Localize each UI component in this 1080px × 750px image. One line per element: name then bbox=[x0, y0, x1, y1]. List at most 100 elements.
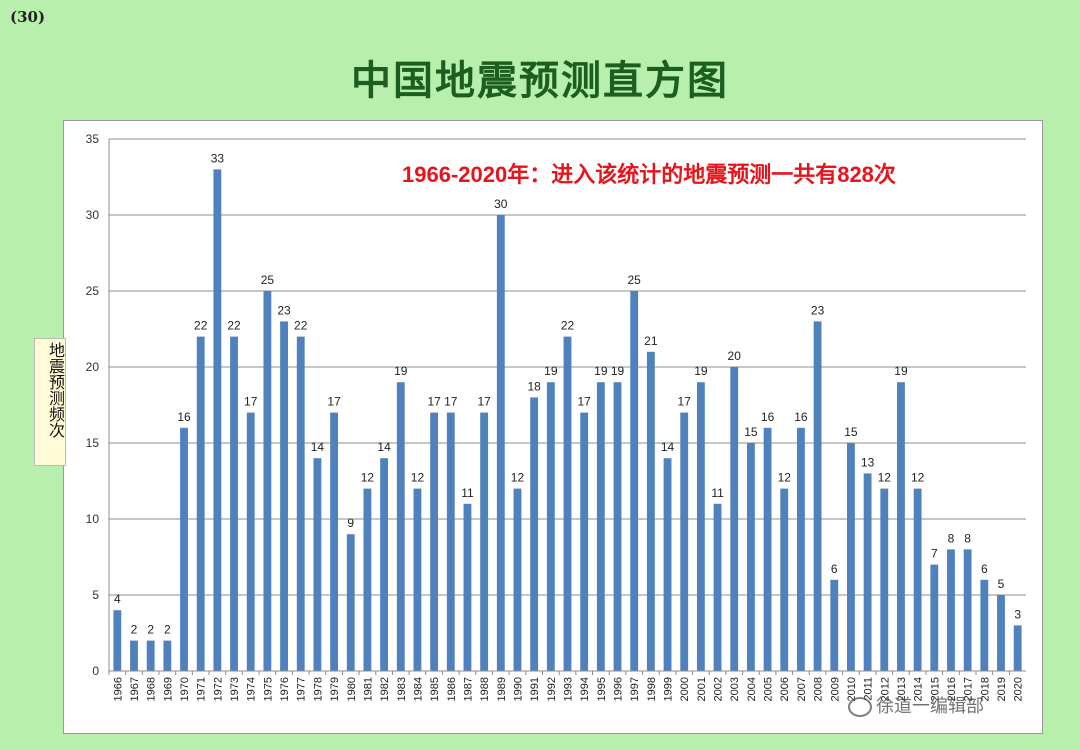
bar bbox=[196, 336, 205, 671]
data-label: 9 bbox=[347, 516, 354, 530]
bar bbox=[630, 291, 639, 671]
bar bbox=[146, 640, 155, 671]
x-tick-label: 1979 bbox=[329, 677, 341, 701]
bar bbox=[446, 412, 455, 671]
data-label: 22 bbox=[561, 319, 575, 333]
data-label: 4 bbox=[114, 592, 121, 606]
data-label: 17 bbox=[477, 395, 491, 409]
data-label: 12 bbox=[911, 471, 925, 485]
bar bbox=[880, 488, 889, 671]
x-tick-label: 2011 bbox=[863, 677, 875, 701]
data-label: 17 bbox=[327, 395, 341, 409]
bar bbox=[413, 488, 422, 671]
x-tick-label: 1980 bbox=[346, 677, 358, 701]
x-tick-label: 1968 bbox=[146, 677, 158, 701]
bar bbox=[980, 579, 989, 671]
y-tick-label: 30 bbox=[86, 208, 100, 222]
data-label: 7 bbox=[931, 547, 938, 561]
bar bbox=[813, 321, 822, 671]
y-tick-label: 0 bbox=[92, 664, 99, 678]
data-label: 12 bbox=[361, 471, 375, 485]
x-tick-label: 2014 bbox=[913, 677, 925, 701]
x-tick-label: 1972 bbox=[212, 677, 224, 701]
x-tick-label: 1975 bbox=[262, 677, 274, 701]
x-tick-label: 2008 bbox=[813, 677, 825, 701]
data-label: 17 bbox=[577, 395, 591, 409]
x-tick-label: 1984 bbox=[412, 677, 424, 701]
bar bbox=[463, 503, 472, 671]
bar bbox=[680, 412, 689, 671]
bar bbox=[380, 458, 389, 671]
x-tick-label: 1994 bbox=[579, 677, 591, 701]
data-label: 11 bbox=[461, 486, 474, 500]
bar bbox=[130, 640, 138, 671]
x-tick-label: 1982 bbox=[379, 677, 391, 701]
y-tick-label: 15 bbox=[86, 436, 100, 450]
data-label: 22 bbox=[194, 319, 208, 333]
data-label: 17 bbox=[678, 395, 692, 409]
data-label: 17 bbox=[244, 395, 258, 409]
x-tick-label: 2016 bbox=[946, 677, 958, 701]
x-tick-label: 1974 bbox=[246, 677, 258, 701]
data-label: 19 bbox=[594, 364, 608, 378]
x-tick-label: 1998 bbox=[646, 677, 658, 701]
bar bbox=[930, 564, 939, 671]
bar bbox=[346, 534, 355, 671]
data-label: 14 bbox=[311, 440, 325, 454]
x-tick-label: 2005 bbox=[763, 677, 775, 701]
bar bbox=[913, 488, 922, 671]
data-label: 12 bbox=[511, 471, 525, 485]
slide-number: (30) bbox=[10, 8, 46, 26]
x-tick-label: 2006 bbox=[779, 677, 791, 701]
x-tick-label: 1976 bbox=[279, 677, 291, 701]
data-label: 23 bbox=[277, 303, 291, 317]
data-label: 19 bbox=[394, 364, 408, 378]
data-label: 8 bbox=[964, 531, 971, 545]
x-tick-label: 1991 bbox=[529, 677, 541, 701]
x-tick-label: 2003 bbox=[729, 677, 741, 701]
x-tick-label: 1981 bbox=[362, 677, 374, 701]
bar bbox=[763, 427, 772, 671]
x-tick-label: 1987 bbox=[462, 677, 474, 701]
bar bbox=[1013, 625, 1022, 671]
data-label: 12 bbox=[878, 471, 892, 485]
bar bbox=[863, 473, 872, 671]
data-label: 16 bbox=[794, 410, 808, 424]
data-label: 12 bbox=[411, 471, 425, 485]
x-axis: 1966 1967 1968 1969 1970 1971 1972 1973 1974 1975… bbox=[108, 670, 1026, 701]
data-label: 23 bbox=[811, 303, 825, 317]
data-label: 19 bbox=[544, 364, 558, 378]
x-tick-label: 1996 bbox=[613, 677, 625, 701]
watermark-text: 徐道一编辑部 bbox=[876, 696, 984, 717]
data-label: 16 bbox=[761, 410, 775, 424]
chart-area: 4 2 2 2 16 22 33 22 17 25 23 22 14 17 9 12 14 19 12 17 17 11 1… bbox=[63, 120, 1043, 734]
x-tick-label: 1966 bbox=[112, 677, 124, 701]
bar bbox=[780, 488, 789, 671]
data-label: 5 bbox=[998, 577, 1005, 591]
bar bbox=[163, 640, 172, 671]
data-label: 33 bbox=[211, 151, 225, 165]
y-tick-label: 20 bbox=[86, 360, 100, 374]
x-tick-label: 1988 bbox=[479, 677, 491, 701]
data-label: 15 bbox=[744, 425, 758, 439]
x-tick-label: 1990 bbox=[512, 677, 524, 701]
x-tick-label: 1973 bbox=[229, 677, 241, 701]
bar bbox=[513, 488, 522, 671]
x-tick-label: 2017 bbox=[963, 677, 975, 701]
bar bbox=[330, 412, 338, 671]
bar bbox=[613, 382, 622, 671]
data-label: 2 bbox=[131, 623, 138, 637]
y-axis-label-box: 地震预测频次 bbox=[34, 338, 66, 466]
x-tick-label: 1970 bbox=[179, 677, 191, 701]
x-tick-label: 1995 bbox=[596, 677, 608, 701]
data-label: 6 bbox=[981, 562, 988, 576]
x-tick-label: 1969 bbox=[162, 677, 174, 701]
bar bbox=[830, 579, 839, 671]
bar bbox=[596, 382, 605, 671]
bar bbox=[430, 412, 439, 671]
bar bbox=[113, 610, 122, 671]
x-tick-label: 1986 bbox=[446, 677, 458, 701]
x-tick-label: 2015 bbox=[929, 677, 941, 701]
wechat-icon bbox=[848, 697, 872, 717]
bar bbox=[180, 427, 188, 671]
